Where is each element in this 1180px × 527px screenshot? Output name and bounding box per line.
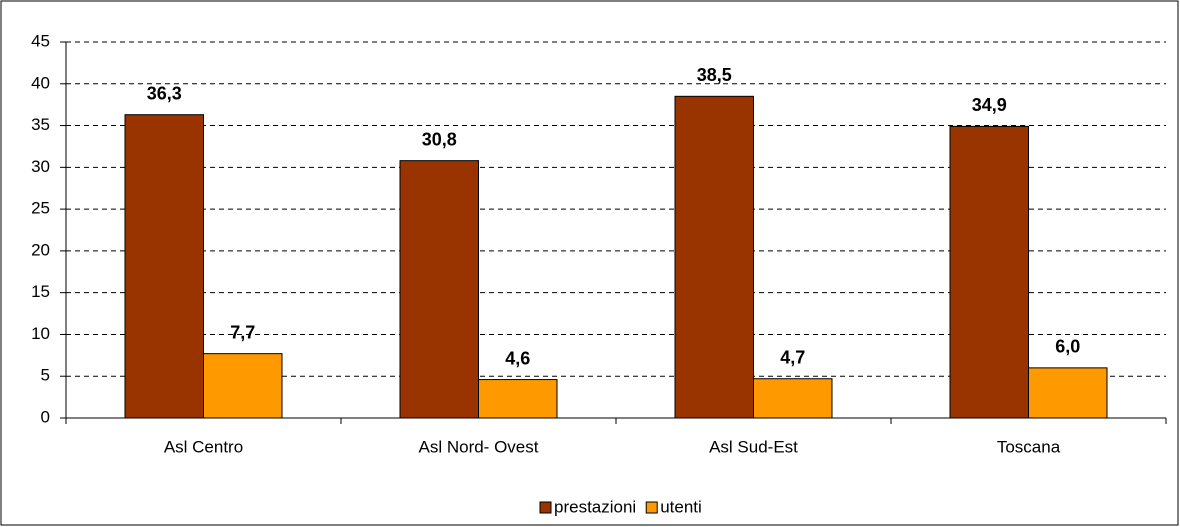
bar: [478, 379, 558, 419]
value-label: 4,7: [780, 347, 805, 367]
bar: [753, 378, 833, 419]
x-tick-label: Asl Nord- Ovest: [419, 437, 539, 456]
value-label: 6,0: [1055, 337, 1080, 357]
legend-label: utenti: [660, 497, 702, 516]
bar: [949, 125, 1029, 419]
value-label: 4,6: [505, 348, 530, 368]
y-tick-label: 35: [31, 115, 50, 134]
bar: [1028, 367, 1108, 419]
value-label: 30,8: [422, 129, 457, 149]
x-tick-label: Asl Centro: [164, 437, 243, 456]
y-tick-label: 20: [31, 240, 50, 259]
y-tick-label: 5: [41, 366, 50, 385]
y-tick-label: 45: [31, 31, 50, 50]
value-label: 38,5: [697, 65, 732, 85]
y-tick-label: 10: [31, 324, 50, 343]
x-tick-label: Toscana: [997, 437, 1061, 456]
legend-label: prestazioni: [554, 497, 636, 516]
x-tick-label: Asl Sud-Est: [709, 437, 798, 456]
y-tick-label: 15: [31, 282, 50, 301]
y-tick-label: 25: [31, 199, 50, 218]
bar: [203, 353, 283, 419]
bar: [674, 95, 754, 419]
value-label: 36,3: [147, 83, 182, 103]
legend-swatch: [539, 501, 552, 514]
value-label: 34,9: [972, 95, 1007, 115]
y-tick-label: 40: [31, 73, 50, 92]
bar: [124, 114, 204, 419]
legend-swatch: [645, 501, 658, 514]
y-tick-label: 30: [31, 157, 50, 176]
bar: [399, 160, 479, 419]
y-tick-label: 0: [41, 407, 50, 426]
value-label: 7,7: [230, 322, 255, 342]
